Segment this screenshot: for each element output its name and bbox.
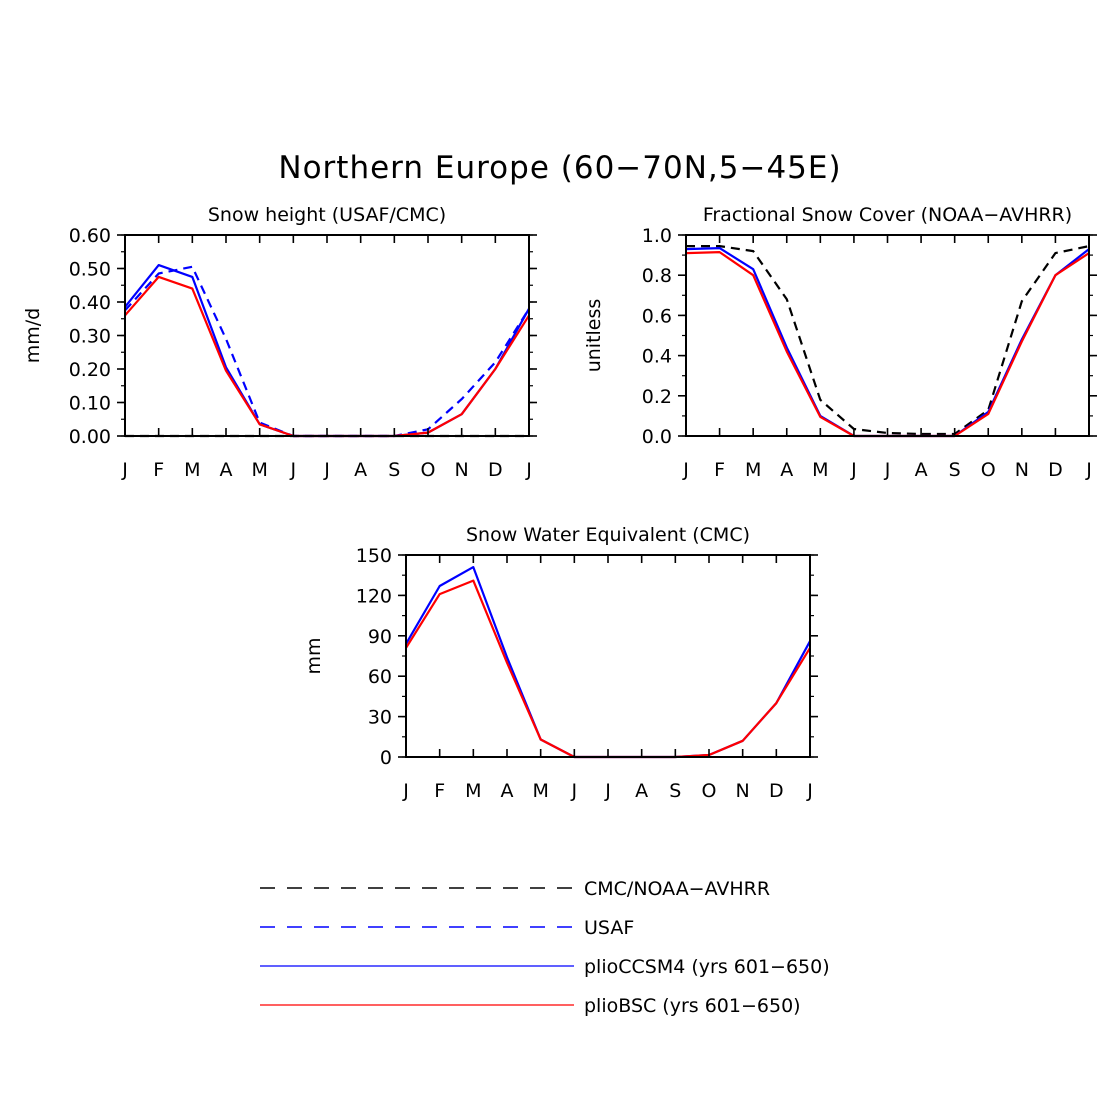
panel-2: J F M A M J J A S O N D J0.00.20.40.60.81.0Fractiona… (583, 204, 1097, 481)
x-tick-label: F (434, 780, 445, 802)
x-tick-label: F (153, 459, 164, 481)
panel-1: J F M A M J J A S O N D J0.000.100.200.300.400.500.6… (22, 204, 537, 481)
x-tick-label: N (736, 780, 750, 802)
x-tick-label: D (769, 780, 784, 802)
y-tick-label: 30 (368, 707, 392, 729)
x-tick-label: A (354, 459, 367, 481)
y-tick-label: 0.40 (69, 292, 111, 314)
x-tick-label: J (682, 459, 689, 481)
x-tick-label: S (949, 459, 961, 481)
x-tick-label: O (981, 459, 996, 481)
y-tick-label: 0.60 (69, 225, 111, 247)
panels: J F M A M J J A S O N D J0.000.100.200.300.400.500.6… (22, 204, 1097, 802)
y-tick-label: 0.4 (642, 346, 672, 368)
legend-item: plioCCSM4 (yrs 601−650) (260, 956, 830, 978)
x-tick-label: A (220, 459, 233, 481)
legend: CMC/NOAA−AVHRR USAF plioCCSM4 (yrs 601−650… (260, 878, 830, 1017)
legend-item: plioBSC (yrs 601−650) (260, 995, 801, 1017)
panel-title: Snow Water Equivalent (CMC) (466, 524, 750, 546)
panel-title: Snow height (USAF/CMC) (208, 204, 446, 226)
x-tick-label: J (402, 780, 409, 802)
legend-label: plioBSC (yrs 601−650) (584, 995, 801, 1017)
figure-title: Northern Europe (60−70N,5−45E) (278, 150, 841, 186)
x-tick-label: M (184, 459, 200, 481)
y-tick-label: 0.0 (642, 426, 672, 448)
y-tick-label: 90 (368, 626, 392, 648)
x-tick-label: A (635, 780, 648, 802)
y-axis-label: mm (303, 637, 325, 674)
x-tick-label: J (806, 780, 813, 802)
x-tick-label: A (915, 459, 928, 481)
x-tick-label: S (388, 459, 400, 481)
x-tick-label: S (669, 780, 681, 802)
x-tick-label: J (884, 459, 891, 481)
x-tick-label: A (501, 780, 514, 802)
x-tick-label: J (571, 780, 578, 802)
x-tick-label: D (1048, 459, 1063, 481)
y-axis-label: unitless (583, 299, 605, 373)
y-tick-label: 0.50 (69, 259, 111, 281)
x-tick-label: M (532, 780, 548, 802)
y-tick-label: 0 (380, 747, 392, 769)
series-line-obs_black (686, 245, 1090, 436)
y-tick-label: 120 (356, 585, 392, 607)
x-tick-label: J (1085, 459, 1092, 481)
y-tick-label: 0.20 (69, 359, 111, 381)
legend-label: plioCCSM4 (yrs 601−650) (584, 956, 830, 978)
y-tick-label: 0.6 (642, 305, 672, 327)
x-tick-label: J (604, 780, 611, 802)
y-tick-label: 0.30 (69, 326, 111, 348)
x-tick-label: J (290, 459, 297, 481)
x-tick-label: N (1015, 459, 1029, 481)
x-tick-label: M (251, 459, 267, 481)
x-tick-label: N (455, 459, 469, 481)
legend-item: USAF (260, 917, 634, 939)
x-tick-label: M (465, 780, 481, 802)
y-tick-label: 0.8 (642, 265, 672, 287)
y-tick-label: 0.2 (642, 386, 672, 408)
legend-label: USAF (584, 917, 634, 939)
legend-label: CMC/NOAA−AVHRR (584, 878, 770, 900)
y-tick-label: 0.00 (69, 426, 111, 448)
x-tick-label: A (780, 459, 793, 481)
y-tick-label: 60 (368, 666, 392, 688)
x-tick-label: M (812, 459, 828, 481)
legend-item: CMC/NOAA−AVHRR (260, 878, 770, 900)
x-tick-label: J (323, 459, 330, 481)
panel-title: Fractional Snow Cover (NOAA−AVHRR) (703, 204, 1072, 226)
x-tick-label: F (714, 459, 725, 481)
x-tick-label: O (702, 780, 717, 802)
x-tick-label: M (745, 459, 761, 481)
x-tick-label: J (850, 459, 857, 481)
y-axis-label: mm/d (22, 308, 44, 363)
x-tick-label: J (525, 459, 532, 481)
x-tick-label: D (488, 459, 503, 481)
y-tick-label: 1.0 (642, 225, 672, 247)
x-tick-label: J (121, 459, 128, 481)
x-tick-label: O (421, 459, 436, 481)
y-tick-label: 0.10 (69, 393, 111, 415)
y-tick-label: 150 (356, 545, 392, 567)
